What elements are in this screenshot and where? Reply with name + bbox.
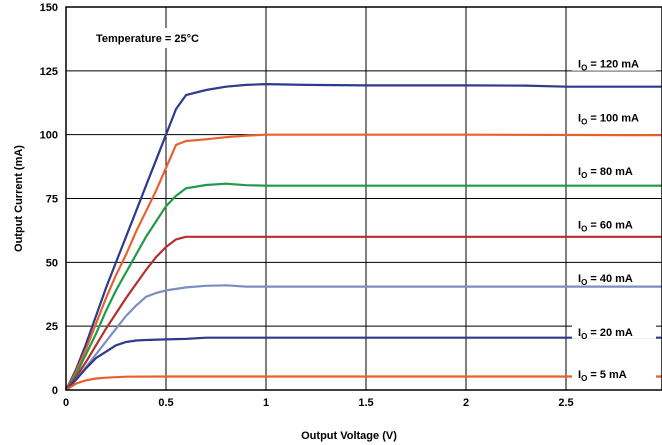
x-tick-label: 1 xyxy=(263,397,269,409)
series-label-5: IO = 20 mA xyxy=(578,327,633,341)
series-label-sub: O xyxy=(581,171,587,180)
tick-labels: 0 0.5 1 1.5 2 2.5 0 25 50 75 100 125 150 xyxy=(40,2,574,409)
series-label-main: I xyxy=(578,166,581,178)
series-label-bg xyxy=(572,270,656,286)
series-label-sub: O xyxy=(581,225,587,234)
series-line-2 xyxy=(65,182,662,391)
series-label-main: I xyxy=(578,327,581,339)
series-label-main: I xyxy=(578,369,581,381)
series-layer xyxy=(65,83,662,391)
series-line-0 xyxy=(65,83,662,391)
series-label-main: I xyxy=(578,273,581,285)
series-label-rest: = 120 mA xyxy=(587,59,639,71)
annotation-bg xyxy=(90,28,232,48)
y-axis-title: Output Current (mA) xyxy=(13,145,25,252)
y-tick-label: 100 xyxy=(40,130,58,142)
x-tick-label: 1.5 xyxy=(358,397,373,409)
series-label-sub: O xyxy=(581,278,587,287)
series-label-bg xyxy=(572,216,656,232)
series-label-sub: O xyxy=(581,117,587,126)
temperature-annotation: Temperature = 25°C xyxy=(96,33,199,45)
x-tick-label: 0.5 xyxy=(158,397,173,409)
y-tick-label: 125 xyxy=(40,66,58,78)
y-tick-label: 150 xyxy=(40,2,58,14)
series-label-rest: = 40 mA xyxy=(587,273,633,285)
series-label-bg xyxy=(572,55,656,71)
series-label-sub: O xyxy=(581,332,587,341)
x-tick-label: 2.5 xyxy=(558,397,573,409)
x-tick-label: 0 xyxy=(63,397,69,409)
series-label-bg xyxy=(572,109,656,125)
series-label-0: IO = 120 mA xyxy=(578,59,639,73)
series-line-4 xyxy=(65,284,662,391)
y-tick-label: 75 xyxy=(46,194,58,206)
series-label-rest: = 5 mA xyxy=(587,369,626,381)
x-tick-label: 2 xyxy=(463,397,469,409)
series-label-rest: = 100 mA xyxy=(587,112,639,124)
annotation-layer: Temperature = 25°C xyxy=(90,28,232,48)
series-line-1 xyxy=(65,133,662,391)
y-tick-label: 25 xyxy=(46,321,58,333)
series-line-3 xyxy=(65,235,662,391)
y-tick-label: 50 xyxy=(46,257,58,269)
series-line-6 xyxy=(65,375,662,391)
x-axis-title: Output Voltage (V) xyxy=(301,430,397,442)
series-label-3: IO = 60 mA xyxy=(578,220,633,234)
series-label-4: IO = 40 mA xyxy=(578,273,633,287)
series-label-bg xyxy=(572,323,656,339)
series-label-rest: = 80 mA xyxy=(587,166,633,178)
series-label-main: I xyxy=(578,59,581,71)
series-label-rest: = 20 mA xyxy=(587,327,633,339)
series-label-sub: O xyxy=(581,374,587,383)
series-label-rest: = 60 mA xyxy=(587,220,633,232)
series-line-5 xyxy=(65,336,662,391)
series-label-bg xyxy=(572,162,656,178)
series-label-main: I xyxy=(578,112,581,124)
y-tick-label: 0 xyxy=(52,385,58,397)
series-label-1: IO = 100 mA xyxy=(578,112,639,126)
series-label-2: IO = 80 mA xyxy=(578,166,633,180)
series-label-main: I xyxy=(578,220,581,232)
plot-frame xyxy=(65,6,662,391)
series-label-6: IO = 5 mA xyxy=(578,369,627,383)
series-label-sub: O xyxy=(581,64,587,73)
series-label-bg xyxy=(572,365,656,381)
